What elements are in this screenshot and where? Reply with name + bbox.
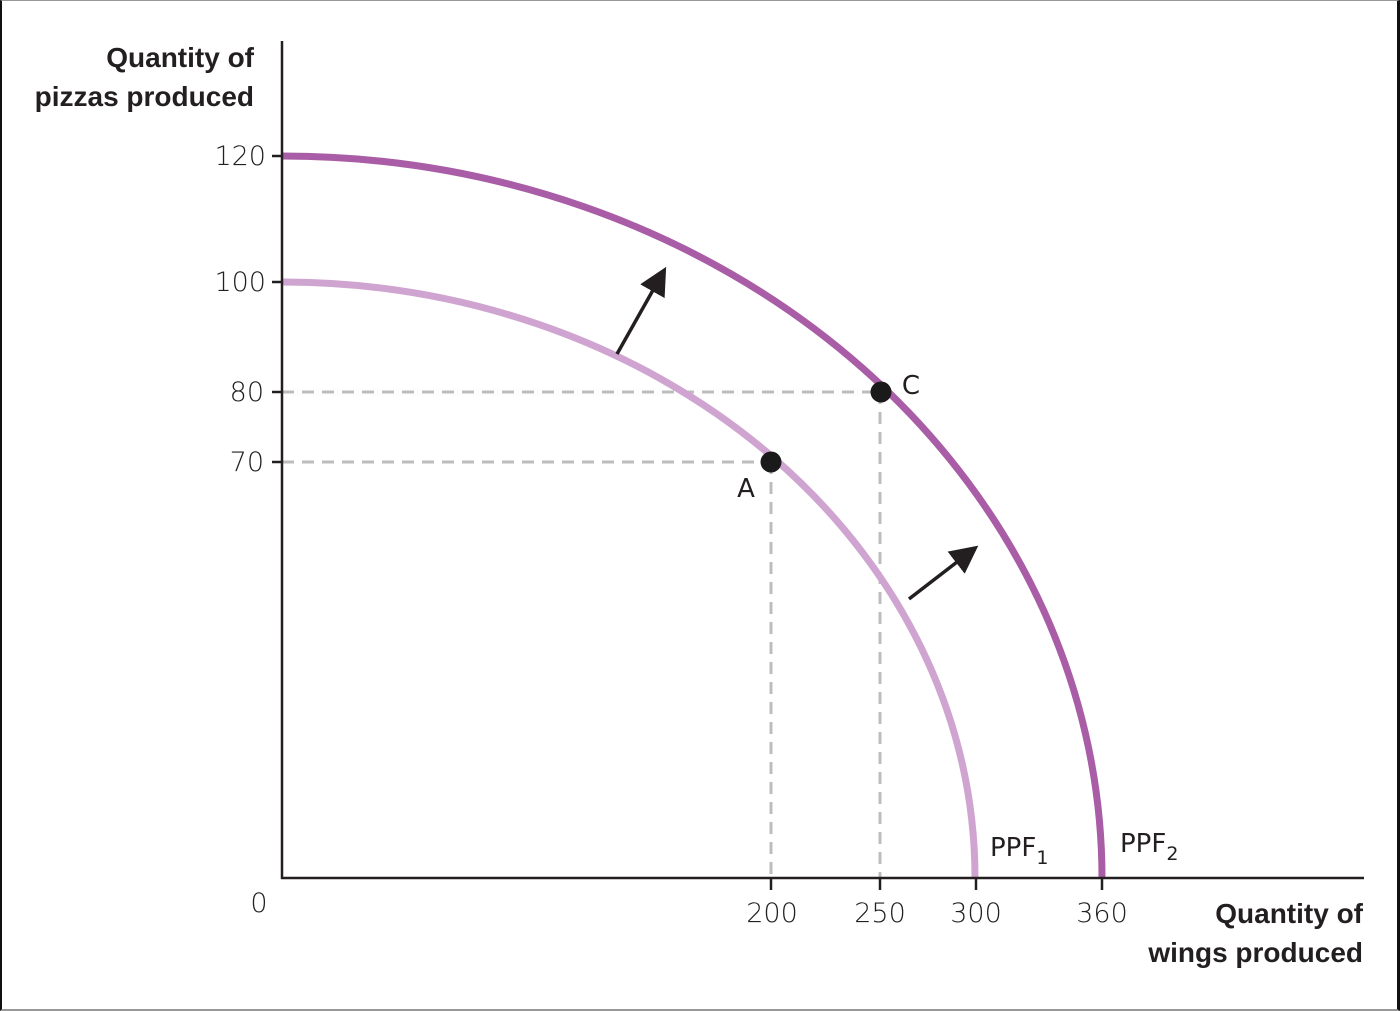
y-tick-label-100: 100 — [214, 267, 266, 298]
y-tick-label-80: 80 — [230, 377, 264, 408]
x-axis-title-line2: wings produced — [1147, 937, 1363, 968]
axes — [272, 41, 1364, 890]
point-c-label: C — [902, 371, 920, 401]
y-axis-title-line1: Quantity of — [106, 42, 254, 73]
point-a-marker — [760, 451, 782, 473]
x-axis-title-line1: Quantity of — [1215, 898, 1363, 929]
ppf2-curve — [281, 152, 1106, 879]
y-axis-title-line2: pizzas produced — [35, 81, 254, 112]
point-c-marker — [870, 381, 892, 403]
y-tick-label-70: 70 — [230, 447, 264, 478]
shift-arrow-upper — [615, 266, 667, 355]
shift-arrow-right — [907, 545, 979, 601]
x-tick-label-250: 250 — [854, 898, 906, 929]
dashed-guides — [282, 390, 882, 878]
ppf1-label-sub: 1 — [1036, 847, 1048, 869]
x-tick-label-360: 360 — [1076, 898, 1128, 929]
point-a-label: A — [737, 474, 755, 504]
ppf2-label-base: PPF — [1120, 829, 1166, 859]
x-tick-label-300: 300 — [950, 898, 1002, 929]
ppf1-label-base: PPF — [990, 833, 1036, 863]
y-tick-label-120: 120 — [214, 141, 266, 172]
origin-label: 0 — [250, 888, 267, 919]
ppf1-label: PPF1 — [990, 833, 1048, 869]
x-tick-label-200: 200 — [746, 898, 798, 929]
ppf2-label: PPF2 — [1120, 829, 1178, 865]
ppf2-label-sub: 2 — [1166, 843, 1178, 865]
